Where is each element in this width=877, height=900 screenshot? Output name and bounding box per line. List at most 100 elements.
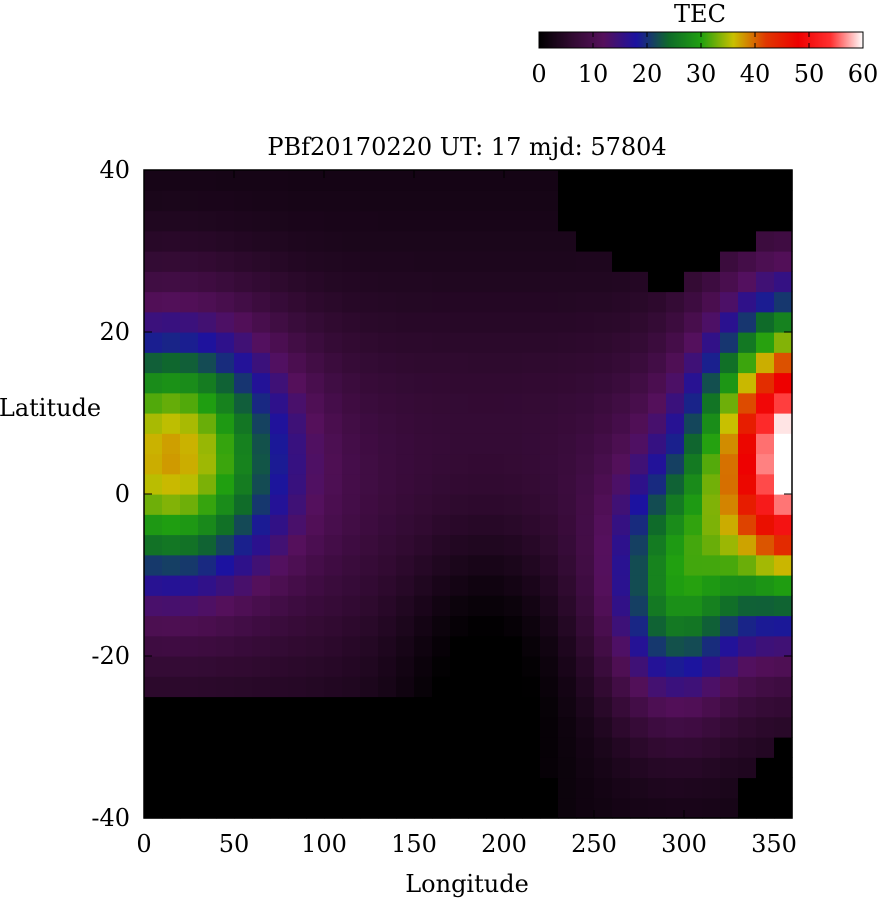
heatmap-cell — [774, 190, 793, 212]
heatmap-cell — [144, 392, 163, 414]
heatmap-cell — [774, 595, 793, 617]
heatmap-cell — [216, 635, 235, 657]
heatmap-cell — [144, 230, 163, 252]
heatmap-cell — [612, 251, 631, 272]
heatmap-cell — [666, 757, 685, 779]
heatmap-cell — [450, 534, 469, 556]
heatmap-cell — [450, 392, 469, 414]
heatmap-cell — [720, 716, 739, 738]
heatmap-cell — [270, 170, 289, 191]
heatmap-cell — [684, 271, 703, 293]
heatmap-cell — [360, 737, 379, 758]
heatmap-cell — [540, 737, 559, 758]
heatmap-cell — [504, 595, 523, 617]
heatmap-cell — [774, 230, 793, 252]
heatmap-cell — [306, 433, 325, 455]
heatmap-cell — [504, 392, 523, 414]
heatmap-cell — [414, 453, 433, 475]
heatmap-cell — [180, 554, 199, 576]
heatmap-cell — [270, 271, 289, 293]
heatmap-cell — [396, 575, 415, 596]
heatmap-cell — [702, 473, 721, 495]
heatmap-cell — [540, 716, 559, 738]
heatmap-cell — [270, 291, 289, 313]
heatmap-cell — [378, 230, 397, 252]
heatmap-cell — [630, 656, 649, 677]
heatmap-cell — [198, 615, 217, 637]
heatmap-cell — [324, 352, 343, 374]
heatmap-cell — [216, 210, 235, 232]
heatmap-cell — [702, 210, 721, 232]
heatmap-cell — [756, 676, 775, 698]
heatmap-cell — [738, 271, 757, 293]
heatmap-cell — [486, 514, 505, 536]
heatmap-cell — [288, 635, 307, 657]
heatmap-cell — [360, 635, 379, 657]
heatmap-cell — [324, 575, 343, 596]
heatmap-cell — [594, 595, 613, 617]
heatmap-cell — [450, 251, 469, 272]
heatmap-cell — [360, 534, 379, 556]
heatmap-cell — [540, 656, 559, 677]
heatmap-cell — [720, 332, 739, 353]
heatmap-cell — [288, 230, 307, 252]
heatmap-cell — [342, 372, 361, 394]
heatmap-cell — [288, 615, 307, 637]
heatmap-cell — [630, 413, 649, 434]
heatmap-cell — [666, 595, 685, 617]
heatmap-cell — [774, 494, 793, 515]
heatmap-cell — [486, 473, 505, 495]
heatmap-cell — [648, 575, 667, 596]
heatmap-cell — [270, 656, 289, 677]
heatmap-cell — [450, 332, 469, 353]
heatmap-cell — [576, 595, 595, 617]
heatmap-cell — [324, 190, 343, 212]
heatmap-cell — [342, 676, 361, 698]
heatmap-cell — [324, 696, 343, 718]
heatmap-cell — [522, 554, 541, 576]
heatmap-cell — [432, 514, 451, 536]
heatmap-cell — [270, 190, 289, 212]
heatmap-cell — [306, 534, 325, 556]
heatmap-cell — [450, 656, 469, 677]
heatmap-cell — [486, 453, 505, 475]
heatmap-cell — [162, 332, 181, 353]
heatmap-cell — [612, 311, 631, 333]
heatmap-cell — [288, 595, 307, 617]
heatmap-cell — [756, 554, 775, 576]
heatmap-cell — [630, 797, 649, 819]
heatmap-cell — [774, 575, 793, 596]
heatmap-cell — [432, 413, 451, 434]
heatmap-cell — [324, 251, 343, 272]
heatmap-cell — [522, 433, 541, 455]
heatmap-cell — [504, 716, 523, 738]
heatmap-cell — [594, 413, 613, 434]
heatmap-cell — [216, 797, 235, 819]
heatmap-cell — [468, 170, 487, 191]
heatmap-cell — [738, 230, 757, 252]
heatmap-cell — [396, 311, 415, 333]
heatmap-cell — [558, 575, 577, 596]
heatmap-cell — [144, 494, 163, 515]
heatmap-cell — [396, 433, 415, 455]
heatmap-cell — [468, 311, 487, 333]
heatmap-cell — [684, 595, 703, 617]
heatmap-cell — [756, 210, 775, 232]
heatmap-cell — [306, 635, 325, 657]
heatmap-cell — [180, 453, 199, 475]
heatmap-cell — [216, 291, 235, 313]
heatmap-cell — [306, 676, 325, 698]
heatmap-cell — [756, 352, 775, 374]
heatmap-cell — [216, 554, 235, 576]
heatmap-cell — [720, 230, 739, 252]
heatmap-cell — [648, 656, 667, 677]
heatmap-cell — [378, 757, 397, 779]
heatmap-cell — [594, 210, 613, 232]
heatmap-cell — [180, 514, 199, 536]
heatmap-cell — [342, 716, 361, 738]
heatmap-cell — [558, 797, 577, 819]
heatmap-cell — [360, 251, 379, 272]
heatmap-cell — [630, 494, 649, 515]
heatmap-cell — [702, 797, 721, 819]
heatmap-cell — [756, 656, 775, 677]
